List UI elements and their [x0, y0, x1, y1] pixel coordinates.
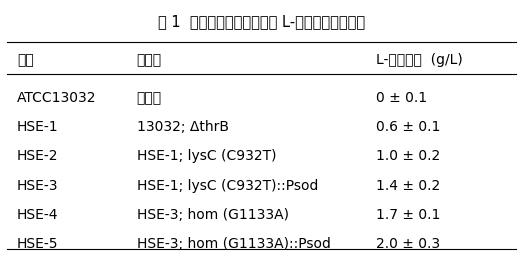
Text: L-高丝氨酸  (g/L): L-高丝氨酸 (g/L) — [376, 53, 463, 67]
Text: 1.4 ± 0.2: 1.4 ± 0.2 — [376, 179, 440, 193]
Text: HSE-1; lysC (C932T)::Psod: HSE-1; lysC (C932T)::Psod — [137, 179, 318, 193]
Text: 13032; ΔthrB: 13032; ΔthrB — [137, 120, 229, 134]
Text: 表 1  高丝氨酸菌株发酵生产 L-高丝氨酸产量分析: 表 1 高丝氨酸菌株发酵生产 L-高丝氨酸产量分析 — [158, 14, 365, 29]
Text: HSE-3: HSE-3 — [17, 179, 59, 193]
Text: 0 ± 0.1: 0 ± 0.1 — [376, 91, 427, 105]
Text: HSE-5: HSE-5 — [17, 237, 59, 251]
Text: 基因型: 基因型 — [137, 53, 162, 67]
Text: HSE-3; hom (G1133A)::Psod: HSE-3; hom (G1133A)::Psod — [137, 237, 331, 251]
Text: ATCC13032: ATCC13032 — [17, 91, 97, 105]
Text: HSE-3; hom (G1133A): HSE-3; hom (G1133A) — [137, 208, 289, 222]
Text: HSE-1: HSE-1 — [17, 120, 59, 134]
Text: 2.0 ± 0.3: 2.0 ± 0.3 — [376, 237, 440, 251]
Text: 1.0 ± 0.2: 1.0 ± 0.2 — [376, 150, 440, 163]
Text: HSE-4: HSE-4 — [17, 208, 59, 222]
Text: HSE-1; lysC (C932T): HSE-1; lysC (C932T) — [137, 150, 276, 163]
Text: 野生型: 野生型 — [137, 91, 162, 105]
Text: 1.7 ± 0.1: 1.7 ± 0.1 — [376, 208, 440, 222]
Text: HSE-2: HSE-2 — [17, 150, 59, 163]
Text: 菌株: 菌株 — [17, 53, 34, 67]
Text: 0.6 ± 0.1: 0.6 ± 0.1 — [376, 120, 440, 134]
